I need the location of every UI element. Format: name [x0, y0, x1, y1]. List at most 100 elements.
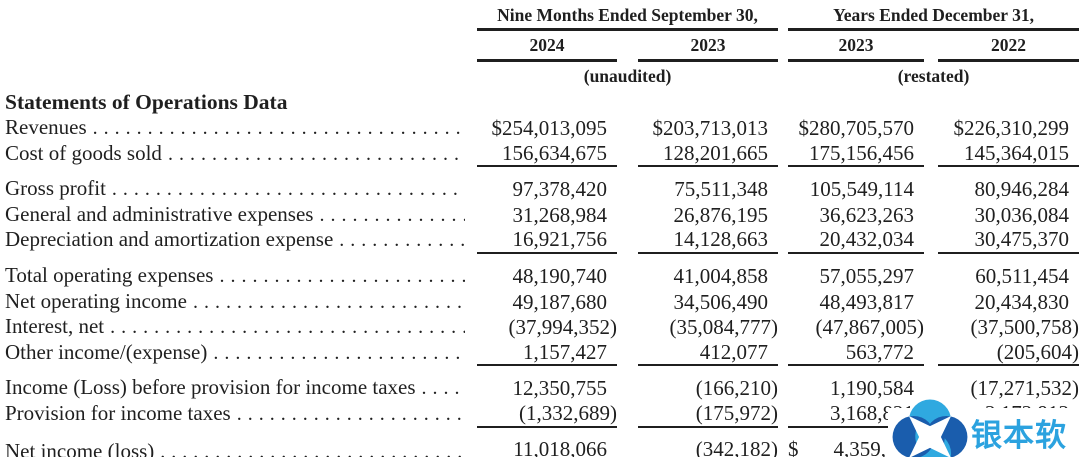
- table-row: Income (Loss) before provision for incom…: [0, 375, 1079, 401]
- dollar-sign: $: [788, 436, 799, 457]
- column-spacer: [778, 401, 788, 427]
- dot-leader: [219, 263, 465, 289]
- year-header-2023b: 2023: [788, 29, 925, 62]
- column-spacer: [617, 115, 638, 141]
- dot-leader: [193, 289, 465, 315]
- value-cell: 12,350,755: [512, 376, 608, 401]
- row-label: Other income/(expense): [0, 340, 477, 366]
- value-cell: 11,018,066: [477, 436, 617, 457]
- table-row: Interest, net (37,994,352) (35,084,777) (47…: [0, 314, 1079, 340]
- value-cell: 31,268,984: [512, 202, 608, 227]
- row-label: General and administrative expenses: [0, 202, 477, 228]
- row-label: Cost of goods sold: [0, 141, 477, 167]
- value-cell: 1,190,584: [830, 376, 915, 401]
- value-cell: 20,434,830: [974, 289, 1070, 314]
- table-row: Net operating income 49,187,680 34,506,490…: [0, 289, 1079, 315]
- dot-leader: [319, 202, 465, 228]
- table-row: Cost of goods sold156,634,675 128,201,665…: [0, 140, 1080, 168]
- restated-note: (restated): [897, 66, 970, 86]
- watermark-text: 银本软件园: [971, 418, 1067, 454]
- value-cell: 97,378,420: [512, 177, 608, 202]
- table-row: Total operating expenses 48,190,740 41,004…: [0, 263, 1079, 289]
- value-cell: 412,077: [638, 339, 779, 367]
- value-cell: 48,493,817: [819, 289, 915, 314]
- value-cell: 49,187,680: [512, 289, 608, 314]
- column-spacer: [617, 340, 638, 366]
- dot-leader: [110, 314, 465, 340]
- section-title-row: Statements of Operations Data: [0, 87, 1079, 115]
- year-header-2023a: 2023: [638, 29, 779, 62]
- column-spacer: [617, 375, 638, 401]
- row-label: Gross profit: [0, 176, 477, 202]
- value-cell: 175,156,456: [788, 140, 925, 168]
- dot-leader: [339, 227, 465, 253]
- value-cell: (37,994,352): [508, 315, 618, 340]
- value-cell: 20,432,034: [788, 227, 925, 254]
- value-cell: (47,867,005): [815, 315, 925, 340]
- column-spacer: [617, 437, 638, 457]
- column-spacer: [778, 437, 788, 457]
- value-cell: 105,549,114: [809, 177, 915, 202]
- value-cell: 80,946,284: [974, 177, 1070, 202]
- column-spacer: [778, 340, 788, 366]
- table-body: Revenues $254,013,095 $203,713,013 $280,705…: [0, 115, 1080, 457]
- watermark-pinwheel-logo: [892, 399, 968, 457]
- column-spacer: [924, 340, 938, 366]
- value-cell: (37,500,758): [970, 315, 1080, 340]
- dot-leader: [168, 141, 465, 167]
- value-cell: 26,876,195: [673, 202, 769, 227]
- value-cell: $226,310,299: [953, 116, 1070, 140]
- value-cell: $203,713,013: [652, 116, 769, 140]
- year-header-2022: 2022: [938, 29, 1080, 62]
- column-spacer: [778, 375, 788, 401]
- column-spacer: [924, 289, 938, 315]
- dot-leader: [422, 375, 465, 401]
- value-cell: (17,271,532): [970, 376, 1080, 401]
- table-row: Depreciation and amortization expense16,…: [0, 227, 1080, 254]
- value-cell: (342,182): [638, 436, 779, 457]
- column-spacer: [924, 227, 938, 253]
- column-spacer: [778, 176, 788, 202]
- value-cell: 60,511,454: [975, 263, 1070, 288]
- value-cell: $254,013,095: [491, 116, 608, 140]
- dot-leader: [237, 401, 465, 427]
- column-spacer: [924, 314, 938, 340]
- group-spacer-row: [0, 166, 1079, 176]
- column-spacer: [617, 227, 638, 253]
- column-spacer: [617, 289, 638, 315]
- partially-hidden-value: 4,359,: [833, 436, 887, 457]
- column-spacer: [924, 115, 938, 141]
- value-cell: (205,604): [938, 339, 1080, 367]
- column-spacer: [617, 263, 638, 289]
- column-spacer: [617, 401, 638, 427]
- table-row: Gross profit 97,378,420 75,511,348 105,549,…: [0, 176, 1079, 202]
- value-cell: 48,190,740: [512, 263, 608, 288]
- value-cell: 156,634,675: [477, 140, 617, 168]
- value-cell: 145,364,015: [938, 140, 1080, 168]
- value-cell: 563,772: [788, 339, 925, 367]
- column-spacer: [924, 202, 938, 228]
- value-cell: 41,004,858: [673, 263, 769, 288]
- group-header-years-ended: Years Ended December 31,: [788, 4, 1080, 31]
- column-spacer: [778, 202, 788, 228]
- group-spacer-row: [0, 365, 1079, 375]
- row-label: Net income (loss): [0, 437, 477, 457]
- year-header-row: 2024 2023 2023 2022: [0, 29, 1080, 62]
- value-cell: 57,055,297: [819, 263, 915, 288]
- value-cell: 128,201,665: [638, 140, 779, 168]
- column-spacer: [778, 141, 788, 167]
- table-row: General and administrative expenses 31,26…: [0, 202, 1079, 228]
- value-cell: 16,921,756: [477, 227, 617, 254]
- value-cell: (166,210): [695, 376, 779, 401]
- column-spacer: [617, 202, 638, 228]
- value-cell: (35,084,777): [669, 315, 779, 340]
- column-spacer: [924, 263, 938, 289]
- value-cell: 14,128,663: [638, 227, 779, 254]
- column-spacer: [924, 176, 938, 202]
- audit-note-row: (unaudited) (restated): [0, 61, 1079, 88]
- row-label: Provision for income taxes: [0, 401, 477, 427]
- dot-leader: [213, 340, 465, 366]
- column-spacer: [617, 141, 638, 167]
- group-header-nine-months: Nine Months Ended September 30,: [477, 4, 779, 31]
